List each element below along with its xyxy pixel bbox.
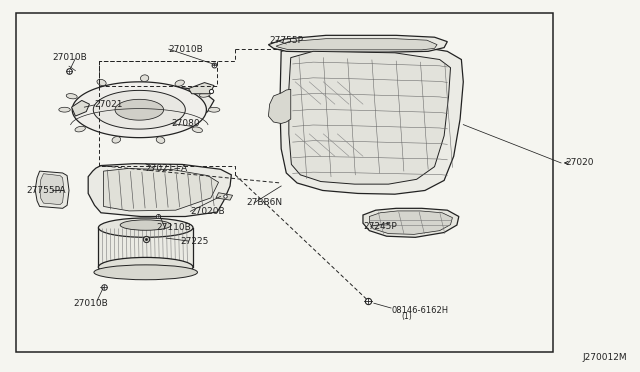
Ellipse shape	[59, 107, 70, 112]
Text: (1): (1)	[401, 312, 412, 321]
Polygon shape	[93, 90, 186, 129]
Text: 27755P: 27755P	[269, 36, 303, 45]
Text: 27BB6N: 27BB6N	[246, 198, 282, 207]
Ellipse shape	[175, 80, 184, 86]
Ellipse shape	[209, 108, 220, 112]
Text: J270012M: J270012M	[583, 353, 627, 362]
Polygon shape	[280, 43, 463, 194]
Polygon shape	[268, 35, 447, 52]
Polygon shape	[115, 99, 164, 120]
Ellipse shape	[112, 137, 121, 143]
Polygon shape	[104, 169, 218, 211]
Polygon shape	[40, 174, 64, 205]
Ellipse shape	[140, 75, 148, 81]
Bar	[16, 13, 553, 352]
Polygon shape	[363, 208, 459, 237]
Text: 27010B: 27010B	[169, 45, 204, 54]
Text: 27020B: 27020B	[191, 207, 225, 216]
Polygon shape	[99, 228, 193, 267]
Polygon shape	[83, 85, 214, 126]
Ellipse shape	[75, 126, 85, 132]
Polygon shape	[268, 89, 291, 124]
Text: 27020: 27020	[566, 158, 594, 167]
Polygon shape	[88, 164, 231, 217]
Ellipse shape	[97, 79, 106, 86]
Text: 27245P: 27245P	[363, 222, 397, 231]
Text: 27110B: 27110B	[157, 223, 191, 232]
Text: 27021+A: 27021+A	[146, 164, 188, 173]
Ellipse shape	[156, 137, 165, 143]
Polygon shape	[289, 51, 451, 184]
Ellipse shape	[99, 257, 193, 277]
Text: 27021: 27021	[95, 100, 123, 109]
Polygon shape	[216, 193, 232, 200]
Polygon shape	[72, 100, 90, 116]
Text: 27225: 27225	[180, 237, 209, 246]
Text: 08146-6162H: 08146-6162H	[391, 306, 448, 315]
Text: 27755PA: 27755PA	[27, 186, 67, 195]
Polygon shape	[189, 83, 214, 94]
Text: 27010B: 27010B	[74, 299, 108, 308]
Ellipse shape	[200, 92, 211, 97]
Text: 27080: 27080	[172, 119, 200, 128]
Ellipse shape	[66, 94, 77, 99]
Polygon shape	[276, 39, 437, 50]
Polygon shape	[35, 171, 69, 208]
Ellipse shape	[94, 265, 198, 280]
Ellipse shape	[192, 127, 202, 132]
Ellipse shape	[120, 220, 172, 230]
Polygon shape	[369, 211, 452, 234]
Polygon shape	[72, 82, 207, 138]
Text: 27010B: 27010B	[52, 53, 87, 62]
Ellipse shape	[99, 218, 193, 237]
